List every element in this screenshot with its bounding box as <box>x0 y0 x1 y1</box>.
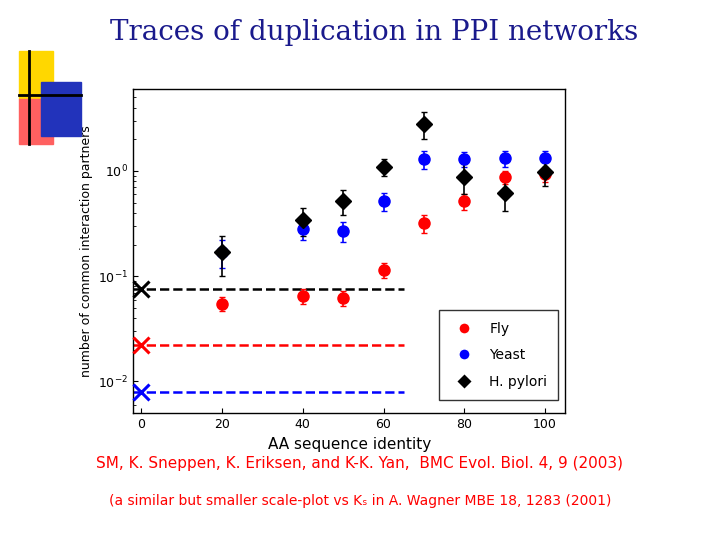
Text: (a similar but smaller scale-plot vs Kₛ in A. Wagner MBE 18, 1283 (2001): (a similar but smaller scale-plot vs Kₛ … <box>109 494 611 508</box>
Bar <box>19 51 53 99</box>
Legend: Fly, Yeast, H. pylori: Fly, Yeast, H. pylori <box>439 310 558 400</box>
Text: SM, K. Sneppen, K. Eriksen, and K-K. Yan,  BMC Evol. Biol. 4, 9 (2003): SM, K. Sneppen, K. Eriksen, and K-K. Yan… <box>96 456 624 471</box>
Text: Traces of duplication in PPI networks: Traces of duplication in PPI networks <box>110 19 639 46</box>
Bar <box>41 82 81 136</box>
Y-axis label: number of common interaction partners: number of common interaction partners <box>80 125 93 377</box>
Bar <box>19 99 53 144</box>
X-axis label: AA sequence identity: AA sequence identity <box>268 436 431 451</box>
